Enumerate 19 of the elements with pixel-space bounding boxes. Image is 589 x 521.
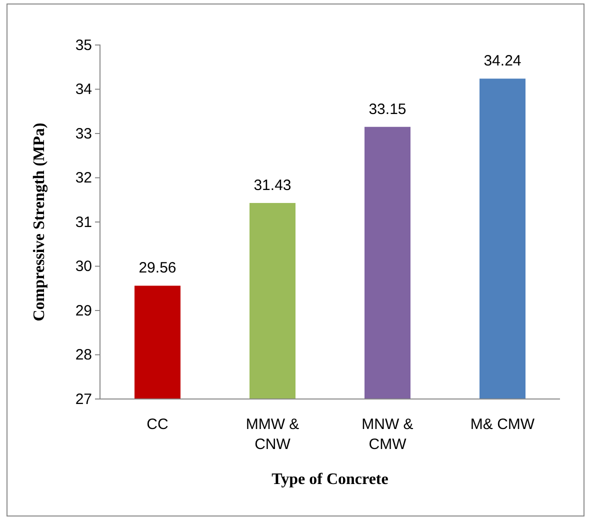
y-tick-label: 31 [75,214,92,231]
x-tick-label: M& CMW [470,416,536,433]
y-tick-label: 34 [75,81,92,98]
y-tick-label: 28 [75,346,92,364]
y-tick-label: 30 [75,258,92,276]
x-tick-label: MMW & CNW [246,416,300,453]
data-label: 29.56 [138,260,176,277]
y-axis-title: Compressive Strength (MPa) [31,122,48,322]
y-tick-label: 35 [75,36,92,54]
x-tick-label: MNW & CMW [362,416,414,453]
x-axis-title: Type of Concrete [272,471,388,488]
y-tick-label: 33 [75,125,92,142]
data-label: 33.15 [368,100,406,118]
y-tick-label: 27 [75,390,92,408]
y-tick-label: 32 [75,170,92,187]
data-label: 34.24 [484,52,522,70]
data-label: 31.43 [254,176,292,194]
x-tick-label: CC [146,416,168,433]
y-tick-label: 29 [75,302,92,320]
